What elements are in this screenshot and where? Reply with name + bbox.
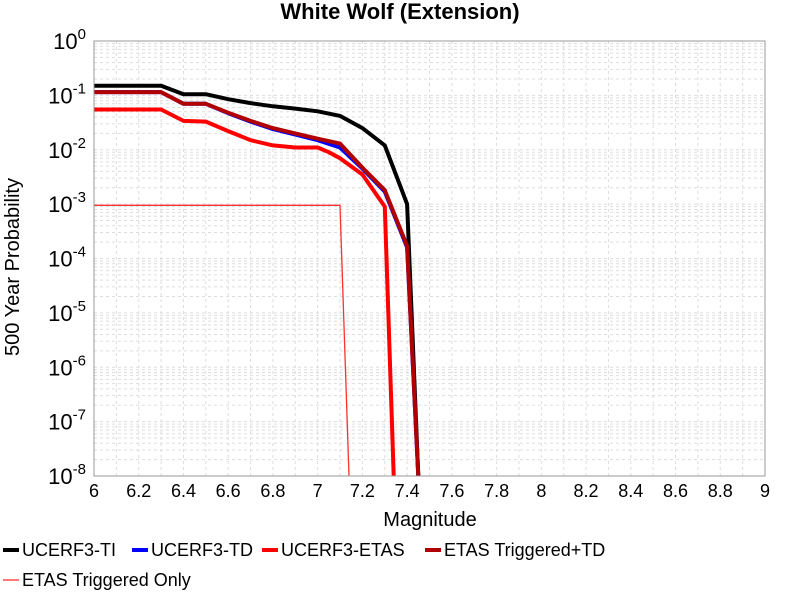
y-tick-label: 10-3 [48,189,86,217]
y-tick-label: 10-8 [48,461,86,489]
x-tick-label: 7.6 [439,481,464,501]
series-line-ucerf3-ti [94,83,421,476]
legend-label-ucerf3-ti: UCERF3-TI [22,540,116,560]
grid [93,41,766,477]
x-tick-label: 8.4 [618,481,643,501]
y-tick-label: 10-6 [48,352,86,380]
y-tick-label: 10-7 [48,407,86,435]
x-tick-label: 6.8 [260,481,285,501]
legend-label-etas-triggered-only: ETAS Triggered Only [22,570,191,590]
series-line-ucerf3-etas [94,107,396,476]
y-axis-label: 500 Year Probability [2,178,24,356]
chart-title: White Wolf (Extension) [280,0,519,24]
x-tick-label: 7.2 [350,481,375,501]
legend-label-etas-triggered-td: ETAS Triggered+TD [444,540,605,560]
y-tick-label: 10-4 [48,244,86,272]
series-line-etas-triggered-td [94,90,421,476]
x-tick-label: 6.4 [171,481,196,501]
x-ticks: 6 6.2 6.4 6.6 6.8 7 7.2 7.4 7.6 7.8 8 8.2 8.4 8.6 8.8 9 [89,481,770,501]
plot-frame [93,40,766,477]
y-tick-label: 10-5 [48,298,86,326]
x-tick-label: 6 [89,481,99,501]
x-tick-label: 7 [313,481,323,501]
series-layer [94,83,421,476]
x-tick-label: 7.8 [484,481,509,501]
x-tick-label: 8.6 [663,481,688,501]
x-axis-label: Magnitude [383,509,476,531]
legend-label-ucerf3-td: UCERF3-TD [151,540,253,560]
x-tick-label: 7.4 [395,481,420,501]
x-tick-label: 8.2 [574,481,599,501]
x-tick-label: 6.6 [216,481,241,501]
y-tick-label: 10-2 [48,135,86,163]
y-ticks: 100 10-1 10-2 10-3 10-4 10-5 10-6 10-7 10-8 [48,26,86,489]
x-tick-label: 9 [760,481,770,501]
x-tick-label: 8 [536,481,546,501]
legend-label-ucerf3-etas: UCERF3-ETAS [281,540,405,560]
x-tick-label: 6.2 [126,481,151,501]
x-tick-label: 8.8 [708,481,733,501]
y-tick-label: 10-1 [48,80,86,108]
series-line-etas-triggered-only [94,204,350,476]
legend: UCERF3-TI UCERF3-TD UCERF3-ETAS ETAS Trigge… [3,540,605,590]
y-tick-label: 100 [53,26,86,54]
